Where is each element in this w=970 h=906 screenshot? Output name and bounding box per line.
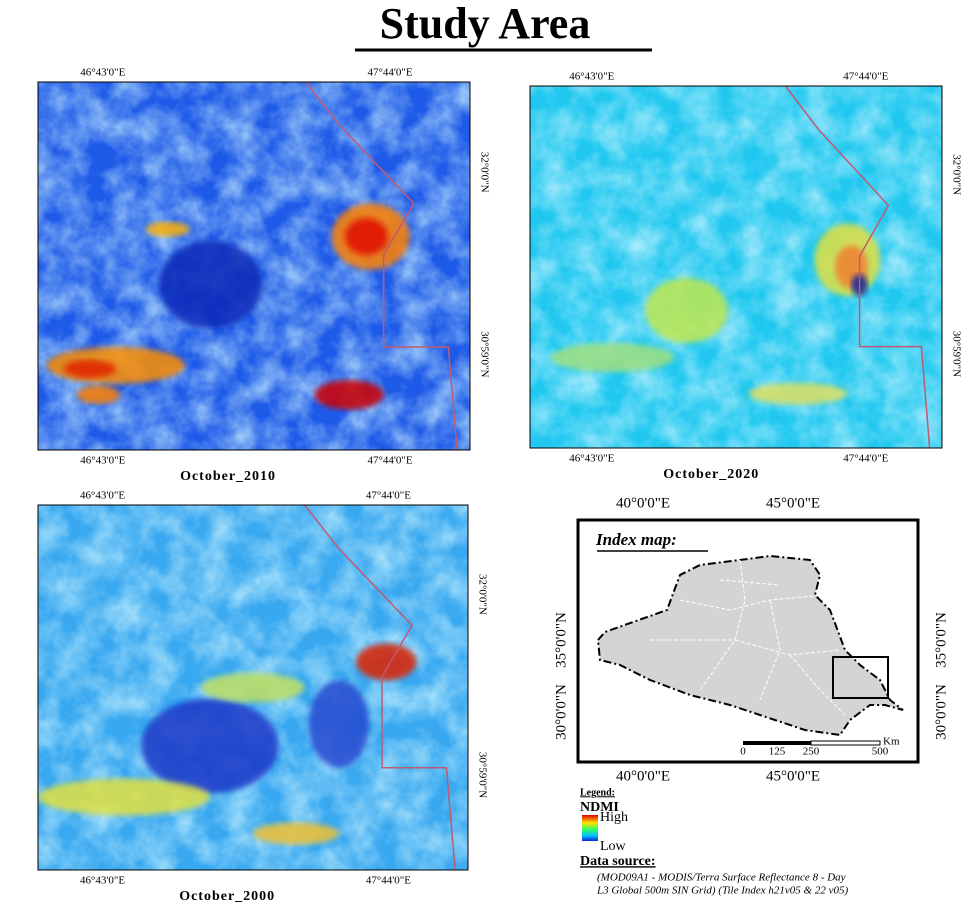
ndmi-patch bbox=[201, 673, 304, 702]
ndmi-patch bbox=[159, 240, 263, 328]
legend-low: Low bbox=[600, 839, 627, 854]
index-map-title: Index map: bbox=[595, 530, 677, 549]
ndmi-patch bbox=[38, 779, 210, 816]
index-lon-label: 40°0'0"E bbox=[616, 768, 670, 784]
index-lat-label: 35°0'0"N bbox=[933, 612, 949, 668]
panel-caption: October_2020 bbox=[663, 467, 759, 482]
lon-label: 47°44'0"E bbox=[843, 453, 888, 465]
lon-label: 47°44'0"E bbox=[843, 71, 888, 83]
lon-label: 47°44'0"E bbox=[366, 490, 411, 502]
index-lon-label: 40°0'0"E bbox=[616, 495, 670, 511]
lon-label: 46°43'0"E bbox=[569, 453, 614, 465]
lat-label: 30°59'0"N bbox=[476, 752, 488, 798]
legend-heading: Legend: bbox=[580, 787, 615, 798]
ndmi-patch bbox=[141, 698, 279, 793]
lon-label: 46°43'0"E bbox=[569, 71, 614, 83]
lon-label: 46°43'0"E bbox=[80, 490, 125, 502]
lon-label: 47°44'0"E bbox=[366, 875, 411, 887]
ndmi-patch bbox=[345, 218, 388, 255]
ndmi-patch bbox=[64, 360, 116, 378]
scale-unit: Km bbox=[883, 736, 900, 748]
figure: Study Area Index map: Legend: NDMI High … bbox=[0, 0, 970, 906]
panel-caption: October_2010 bbox=[180, 469, 276, 484]
scale-bar bbox=[743, 741, 811, 745]
lat-label: 32°0'0"N bbox=[476, 574, 488, 615]
map-texture bbox=[530, 86, 942, 448]
data-source-line: L3 Global 500m SIN Grid) (Tile Index h21… bbox=[596, 885, 848, 897]
map-panel bbox=[38, 505, 468, 870]
scale-label: 0 bbox=[740, 746, 746, 758]
map-panel bbox=[530, 86, 942, 448]
data-source-heading: Data source: bbox=[580, 854, 656, 869]
index-lat-label: 35°0'0"N bbox=[553, 612, 569, 668]
data-source-line: (MOD09A1 - MODIS/Terra Surface Reflectan… bbox=[597, 872, 846, 884]
ndmi-patch bbox=[551, 343, 675, 372]
scale-label: 250 bbox=[803, 746, 820, 758]
lon-label: 47°44'0"E bbox=[368, 455, 413, 467]
ndmi-patch bbox=[146, 222, 189, 237]
scale-bar bbox=[811, 741, 880, 745]
ndmi-patch bbox=[356, 644, 416, 681]
ndmi-patch bbox=[309, 680, 369, 768]
ndmi-patch bbox=[253, 823, 339, 845]
page-title: Study Area bbox=[380, 0, 591, 48]
index-lon-label: 45°0'0"E bbox=[766, 768, 820, 784]
legend-high: High bbox=[600, 810, 628, 825]
lon-label: 47°44'0"E bbox=[368, 67, 413, 79]
ndmi-patch bbox=[748, 383, 847, 405]
lat-label: 30°59'0"N bbox=[478, 331, 490, 377]
index-lat-label: 30°0'0"N bbox=[933, 684, 949, 740]
lon-label: 46°43'0"E bbox=[80, 875, 125, 887]
ndmi-patch bbox=[77, 386, 120, 404]
panel-caption: October_2000 bbox=[179, 889, 275, 904]
index-lon-label: 45°0'0"E bbox=[766, 495, 820, 511]
ndmi-patch bbox=[645, 278, 727, 343]
legend-colorbar bbox=[582, 815, 598, 841]
lat-label: 32°0'0"N bbox=[950, 154, 962, 195]
lat-label: 30°59'0"N bbox=[950, 331, 962, 377]
ndmi-patch bbox=[314, 380, 383, 409]
index-lat-label: 30°0'0"N bbox=[553, 684, 569, 740]
lon-label: 46°43'0"E bbox=[80, 67, 125, 79]
lat-label: 32°0'0"N bbox=[478, 152, 490, 193]
lon-label: 46°43'0"E bbox=[80, 455, 125, 467]
scale-label: 125 bbox=[769, 746, 786, 758]
map-panel bbox=[38, 82, 470, 450]
